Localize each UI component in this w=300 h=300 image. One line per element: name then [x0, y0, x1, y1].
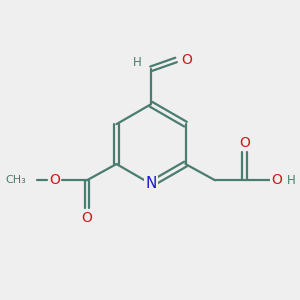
Text: O: O	[181, 53, 192, 67]
Text: O: O	[272, 173, 283, 187]
Text: H: H	[133, 56, 142, 69]
Text: CH₃: CH₃	[6, 175, 26, 185]
Text: O: O	[239, 136, 250, 150]
Text: N: N	[145, 176, 157, 191]
Text: O: O	[49, 173, 60, 187]
Text: H: H	[286, 174, 295, 187]
Text: O: O	[82, 211, 92, 225]
